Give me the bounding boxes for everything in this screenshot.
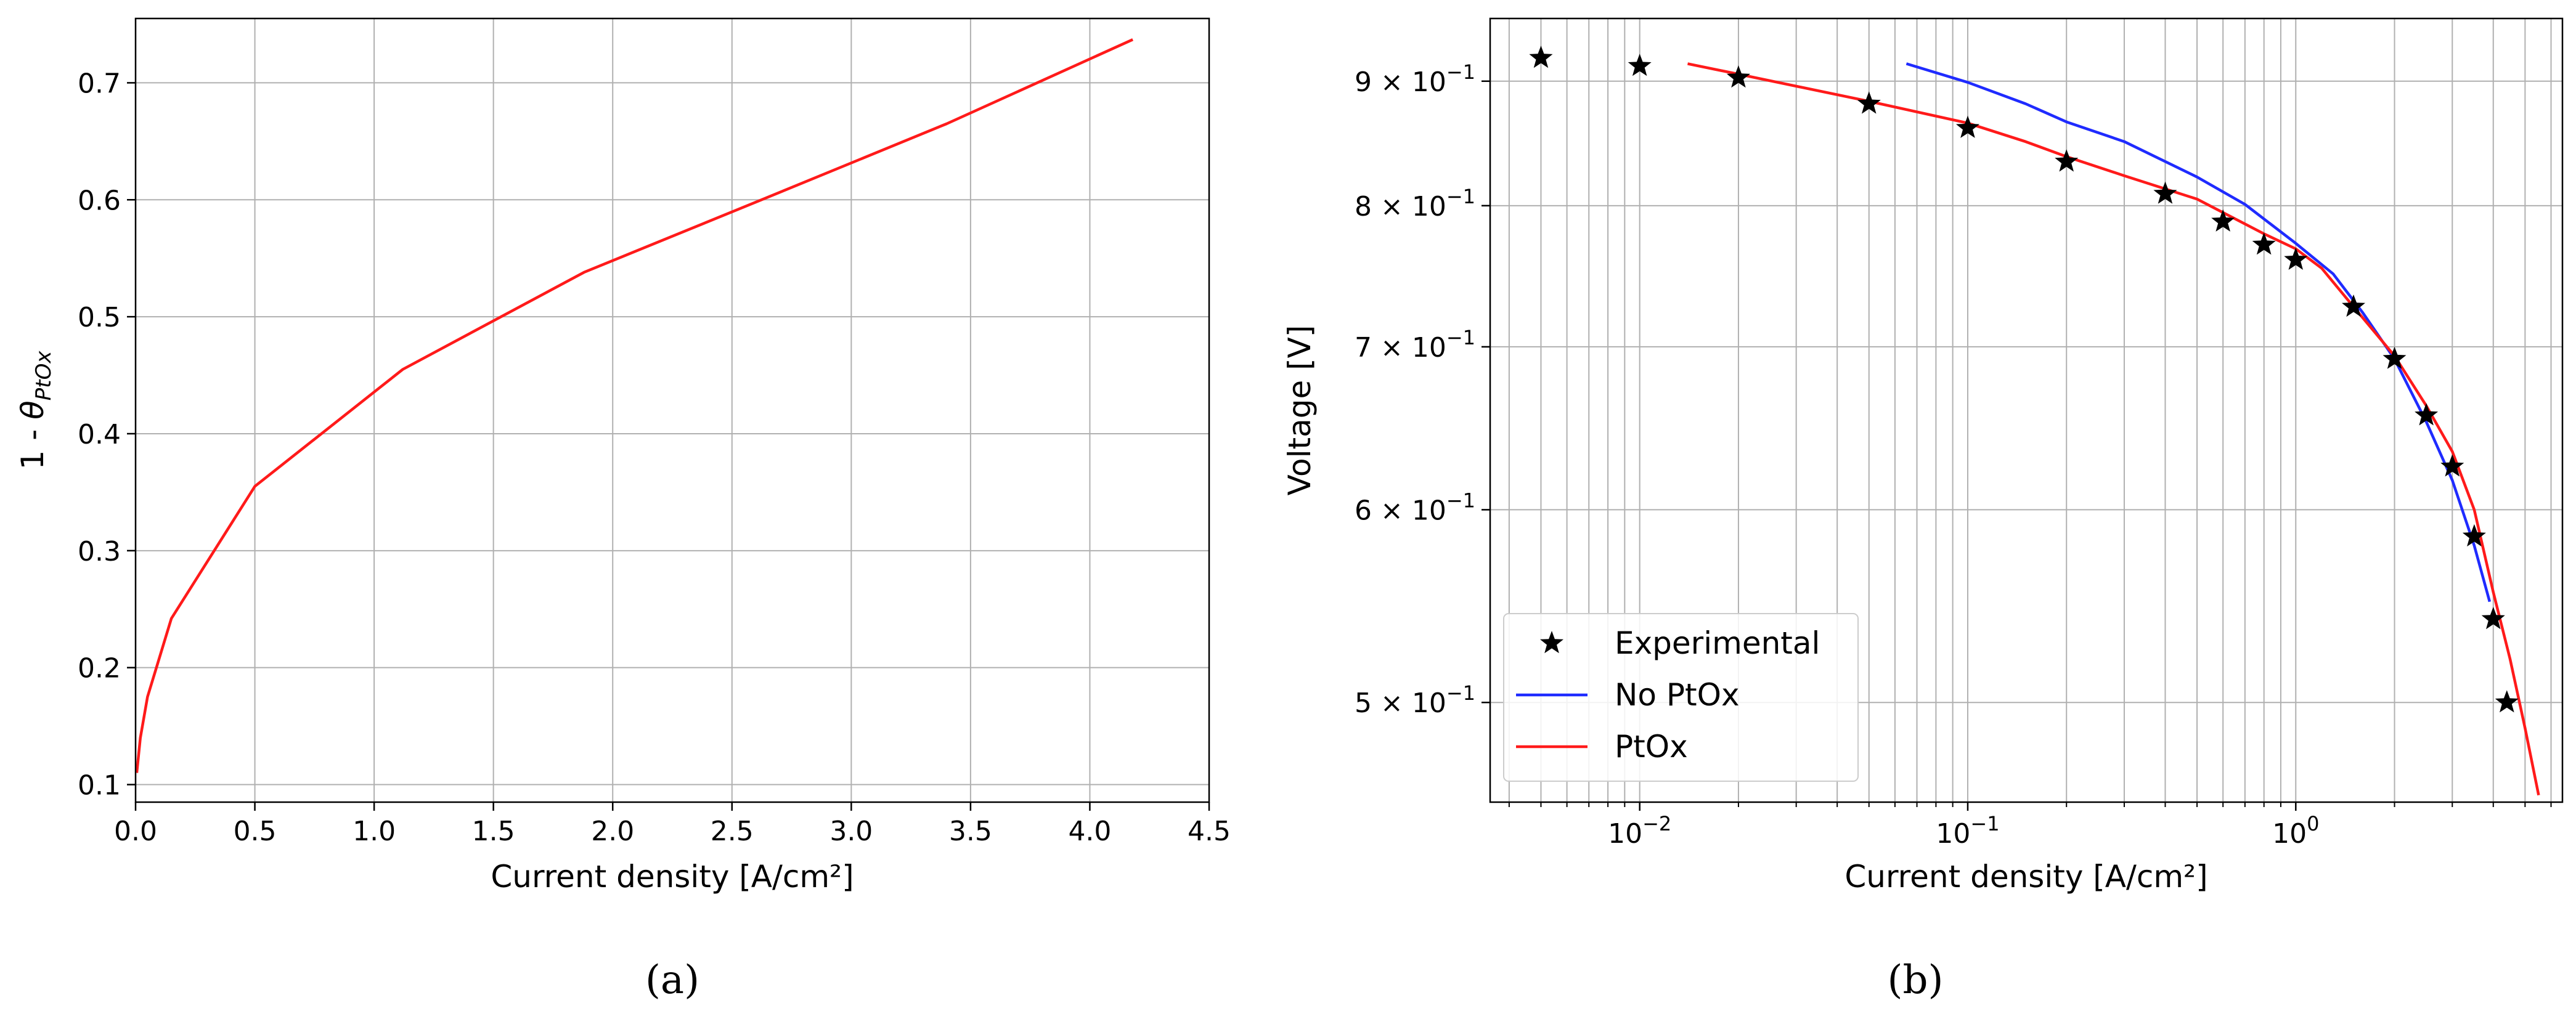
x-tick-label: 1.0 xyxy=(353,816,396,847)
x-tick-label: 2.5 xyxy=(711,816,754,847)
y-tick-exp: −1 xyxy=(1446,185,1475,208)
x-tick-label: 4.0 xyxy=(1068,816,1111,847)
panel-caption-b: (b) xyxy=(1888,957,1944,1003)
y-label-symbol-a: θ xyxy=(15,400,51,420)
y-tick-mantissa: 5 × 10 xyxy=(1355,688,1446,719)
x-tick-exp: −1 xyxy=(1970,812,1999,835)
legend-label: PtOx xyxy=(1615,729,1688,765)
chart-panel-a: 0.0 0.5 1.0 1.5 2.0 2.5 3.0 3.5 4.0 4.5 0.1 0.2 0.3 0… xyxy=(15,17,1231,1003)
y-tick-mantissa: 6 × 10 xyxy=(1355,495,1446,526)
y-label-subscript-a: PtOx xyxy=(31,351,56,401)
legend-label: No PtOx xyxy=(1615,677,1740,713)
data-point-star xyxy=(1726,65,1750,88)
y-tick-label: 0.7 xyxy=(78,68,121,99)
y-tick-label: 0.5 xyxy=(78,302,121,333)
y-tick-exp: −1 xyxy=(1446,60,1475,84)
x-tick-exp: −2 xyxy=(1642,812,1671,835)
x-tick-label: 3.0 xyxy=(829,816,873,847)
y-tick-label: 9 × 10−1 xyxy=(1355,60,1475,98)
x-tick-base: 10 xyxy=(2272,818,2307,850)
x-tick-label: 100 xyxy=(2272,812,2319,850)
data-point-star xyxy=(2153,181,2177,204)
x-tick-label: 4.5 xyxy=(1188,816,1231,847)
y-tick-label: 8 × 10−1 xyxy=(1355,185,1475,222)
y-tick-mantissa: 8 × 10 xyxy=(1355,191,1446,222)
y-tick-mantissa: 9 × 10 xyxy=(1355,67,1446,98)
x-axis-label-a: Current density [A/cm²] xyxy=(491,859,854,895)
data-point-star xyxy=(1956,115,1979,138)
legend-box xyxy=(1503,613,1859,782)
y-tick-label: 0.6 xyxy=(78,185,121,216)
x-tick-base: 10 xyxy=(1608,818,1642,850)
y-tick-exp: −1 xyxy=(1446,681,1475,705)
data-point-star xyxy=(2284,247,2308,270)
data-point-star xyxy=(2211,209,2235,232)
data-point-star xyxy=(2342,294,2365,317)
y-tick-label: 6 × 10−1 xyxy=(1355,489,1475,526)
legend-label: Experimental xyxy=(1615,625,1820,661)
y-tick-mantissa: 7 × 10 xyxy=(1355,332,1446,363)
data-point-star xyxy=(2055,149,2079,172)
plot-frame-b xyxy=(1489,17,2564,803)
data-point-star xyxy=(2252,232,2276,255)
x-tick-base: 10 xyxy=(1936,818,1970,850)
series-line-ptox xyxy=(1687,62,2540,796)
y-axis-label-a: 1 - θPtOx xyxy=(15,351,56,470)
x-tick-label: 3.5 xyxy=(949,816,992,847)
y-tick-label: 5 × 10−1 xyxy=(1355,681,1475,719)
data-point-star xyxy=(2462,524,2486,546)
y-axis-label-b: Voltage [V] xyxy=(1282,325,1318,496)
x-tick-label: 0.0 xyxy=(114,816,157,847)
data-point-star xyxy=(2495,690,2519,713)
y-tick-label: 0.2 xyxy=(78,653,121,684)
y-tick-label: 0.4 xyxy=(78,419,121,450)
y-label-prefix-a: 1 - xyxy=(15,420,51,470)
legend-star-swatch xyxy=(1540,631,1563,654)
y-tick-label: 0.1 xyxy=(78,770,121,802)
x-tick-label: 10−2 xyxy=(1608,812,1671,850)
grid-a xyxy=(135,18,1210,802)
series-line xyxy=(135,38,1134,773)
series-layer-b xyxy=(1529,46,2540,796)
panel-caption-a: (a) xyxy=(645,957,699,1003)
y-tick-label: 0.3 xyxy=(78,536,121,567)
y-tick-label: 7 × 10−1 xyxy=(1355,326,1475,363)
x-tick-label: 10−1 xyxy=(1936,812,1999,850)
data-point-star xyxy=(2382,346,2407,369)
series-layer-a xyxy=(135,38,1134,773)
x-axis-label-b: Current density [A/cm²] xyxy=(1844,859,2207,895)
x-tick-exp: 0 xyxy=(2307,812,2319,835)
data-point-star xyxy=(2415,403,2439,426)
legend-b: Experimental No PtOx PtOx xyxy=(1503,613,1859,782)
data-point-star xyxy=(1857,91,1881,114)
x-tick-label: 0.5 xyxy=(234,816,277,847)
data-point-star xyxy=(1628,54,1652,76)
plot-frame-a xyxy=(134,17,1210,803)
y-tick-exp: −1 xyxy=(1446,489,1475,512)
data-point-star xyxy=(1529,46,1553,68)
series-line-no-ptox xyxy=(1906,62,2492,603)
y-tick-exp: −1 xyxy=(1446,326,1475,349)
data-point-star xyxy=(2481,607,2505,630)
x-tick-label: 1.5 xyxy=(472,816,515,847)
data-point-star xyxy=(2440,454,2464,477)
x-tick-label: 2.0 xyxy=(591,816,634,847)
ticks-a: 0.0 0.5 1.0 1.5 2.0 2.5 3.0 3.5 4.0 4.5 0.1 0.2 0.3 0… xyxy=(78,68,1231,847)
